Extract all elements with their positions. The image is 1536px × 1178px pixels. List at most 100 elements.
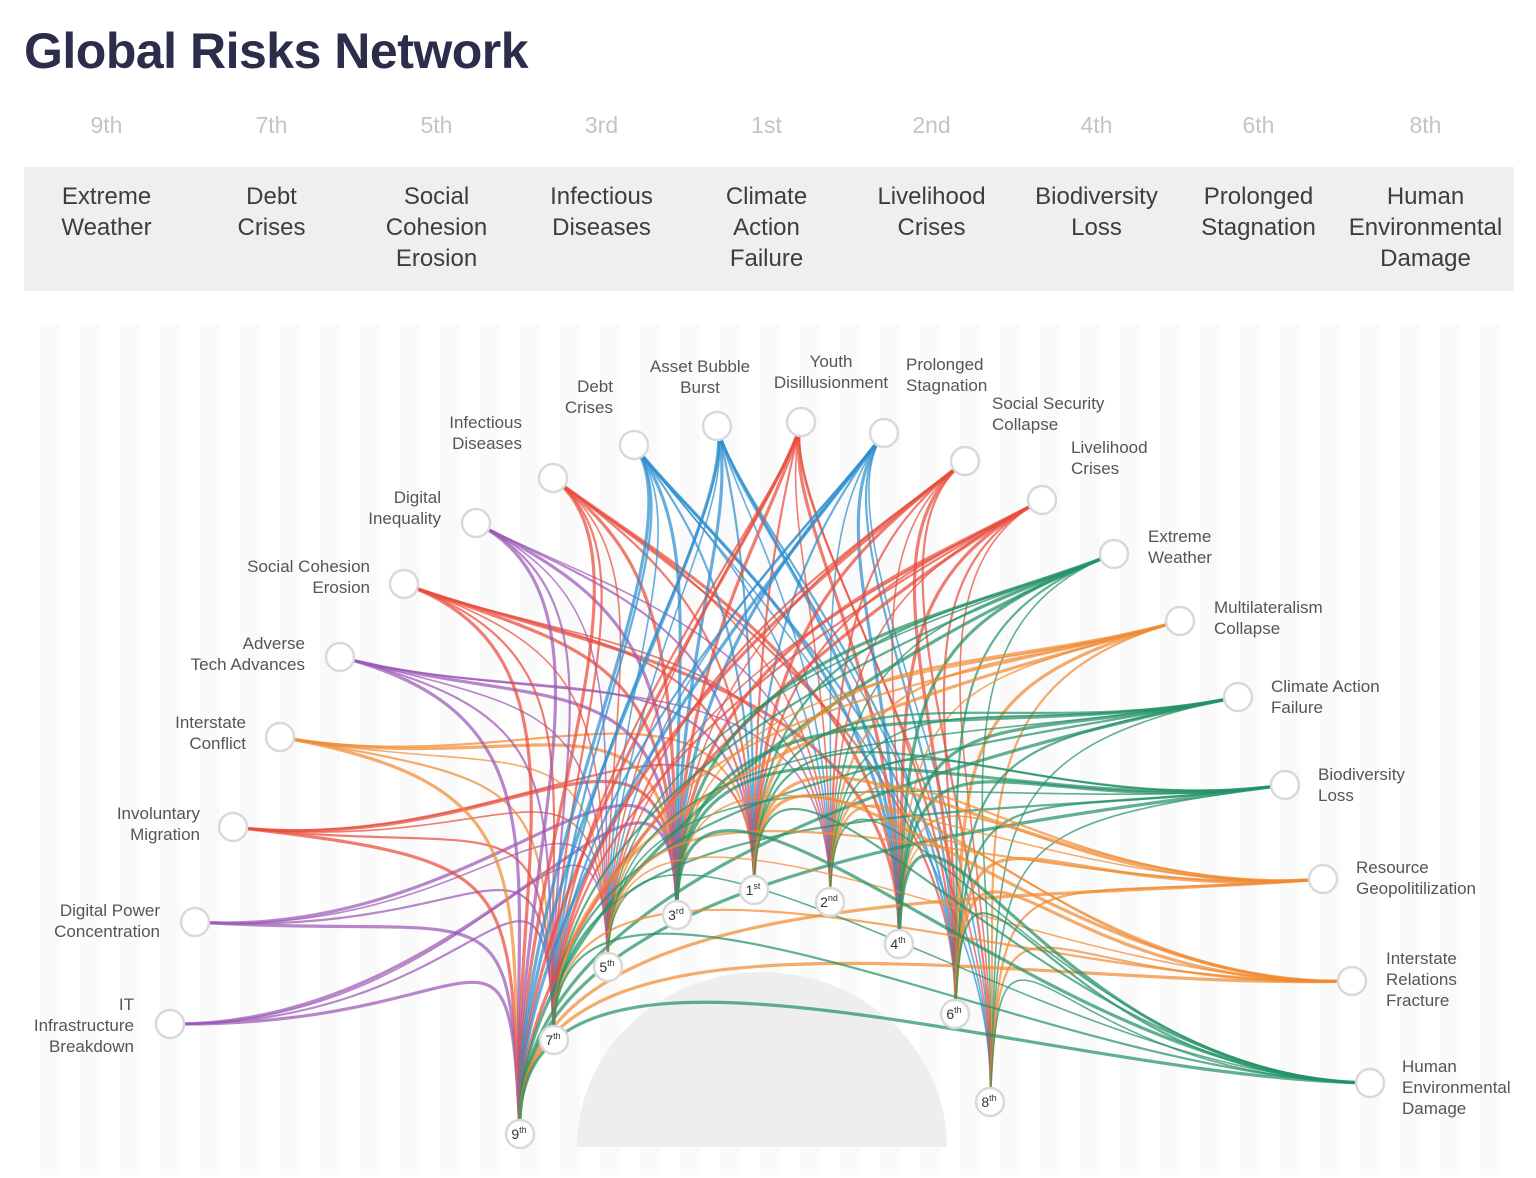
rank-label: 8th bbox=[1409, 112, 1442, 138]
risk-link bbox=[829, 432, 885, 903]
rank-label: 1st bbox=[751, 112, 782, 138]
risk-link bbox=[829, 553, 1115, 903]
risk-link bbox=[474, 521, 558, 1136]
top-risk-name: Prolonged Stagnation bbox=[1201, 183, 1316, 241]
background-stripe bbox=[1400, 325, 1420, 1175]
risk-link bbox=[897, 780, 1287, 946]
risk-link bbox=[953, 890, 1354, 1016]
risk-link bbox=[551, 476, 603, 1042]
outer-node-label: Resource Geopolitilization bbox=[1356, 858, 1476, 898]
top-risk-node bbox=[661, 899, 693, 931]
outer-node bbox=[1222, 681, 1254, 713]
outer-node-label: Adverse Tech Advances bbox=[191, 634, 305, 674]
rank-label: 6th bbox=[1242, 112, 1275, 138]
risk-link bbox=[716, 425, 992, 1103]
risk-link bbox=[752, 420, 803, 892]
outer-node bbox=[1336, 965, 1368, 997]
outer-node-label: Multilateralism Collapse bbox=[1214, 598, 1323, 638]
outer-node bbox=[949, 445, 981, 477]
risk-link bbox=[675, 765, 1287, 917]
top-risk-node bbox=[592, 951, 624, 983]
outer-node bbox=[154, 1008, 186, 1040]
outer-node-label: Asset Bubble Burst bbox=[650, 357, 750, 397]
risk-link bbox=[402, 582, 533, 1136]
risk-link bbox=[829, 499, 1043, 903]
background-stripe bbox=[40, 325, 60, 1175]
top-risk-node bbox=[883, 928, 915, 960]
outer-node-label: Involuntary Migration bbox=[117, 804, 201, 844]
risk-link bbox=[828, 785, 1325, 904]
outer-node bbox=[324, 641, 356, 673]
risk-link bbox=[716, 425, 831, 903]
risk-link bbox=[475, 522, 609, 968]
risk-link bbox=[897, 695, 1240, 946]
top-risk-node bbox=[939, 998, 971, 1030]
rank-label: 5th bbox=[420, 112, 453, 138]
background-stripe bbox=[1080, 325, 1100, 1175]
outer-node bbox=[179, 906, 211, 938]
risk-link bbox=[517, 476, 596, 1136]
risk-link bbox=[194, 842, 609, 968]
top-risk-node-label: 6th bbox=[946, 1005, 961, 1022]
outer-node bbox=[1164, 605, 1196, 637]
top-risk-node-label: 9th bbox=[511, 1125, 526, 1142]
risk-link bbox=[633, 444, 991, 1103]
background-stripe bbox=[80, 325, 100, 1175]
outer-node-label: Digital Inequality bbox=[368, 488, 441, 528]
risk-link bbox=[517, 443, 651, 1136]
outer-node-label: Human Environmental Damage bbox=[1402, 1057, 1511, 1118]
risk-link bbox=[898, 815, 1324, 945]
rank-label: 2nd bbox=[912, 112, 951, 138]
risk-link bbox=[168, 980, 522, 1136]
outer-node bbox=[1354, 1067, 1386, 1099]
risk-link bbox=[402, 582, 901, 946]
background-stripe bbox=[1000, 325, 1020, 1175]
background-stripe bbox=[120, 325, 140, 1175]
background-stripe bbox=[1240, 325, 1260, 1175]
background-stripe bbox=[1480, 325, 1500, 1175]
outer-node-label: Social Cohesion Erosion bbox=[247, 557, 370, 597]
risk-link bbox=[752, 459, 967, 892]
background-stripe bbox=[1440, 325, 1460, 1175]
top-risk-node-label: 1st bbox=[746, 881, 761, 898]
risk-link bbox=[715, 424, 756, 892]
outer-node bbox=[868, 417, 900, 449]
outer-node bbox=[388, 568, 420, 600]
risk-link bbox=[988, 877, 1325, 1104]
risk-link bbox=[898, 838, 1353, 982]
risk-link bbox=[752, 498, 1044, 892]
outer-node-label: Climate Action Failure bbox=[1271, 677, 1380, 717]
top-risk-node-label: 8th bbox=[981, 1093, 996, 1110]
background-stripe bbox=[280, 325, 300, 1175]
top-risk-node bbox=[814, 886, 846, 918]
risk-link bbox=[829, 758, 1286, 903]
background-stripe bbox=[440, 325, 460, 1175]
risk-link bbox=[552, 932, 1372, 1085]
outer-node-label: Infectious Diseases bbox=[449, 413, 522, 453]
background-stripe bbox=[920, 325, 940, 1175]
top-risk-name: Infectious Diseases bbox=[550, 183, 653, 241]
risk-link bbox=[953, 783, 1287, 1016]
top-risk-name: Human Environmental Damage bbox=[1348, 183, 1503, 272]
top-risks-banner: Extreme Weather Debt Crises Social Cohes… bbox=[24, 167, 1514, 291]
top-risk-name: Biodiversity Loss bbox=[1035, 183, 1158, 241]
top-risk-node bbox=[538, 1024, 570, 1056]
risk-link bbox=[921, 459, 992, 1104]
risk-link bbox=[632, 443, 756, 892]
background-stripe bbox=[1280, 325, 1300, 1175]
top-risk-name: Livelihood Crises bbox=[877, 183, 986, 241]
rank-label: 7th bbox=[255, 112, 288, 138]
background-stripe bbox=[1320, 325, 1340, 1175]
rank-label: 4th bbox=[1080, 112, 1113, 138]
top-risk-node bbox=[504, 1118, 536, 1150]
risk-link bbox=[193, 803, 679, 925]
network-links bbox=[168, 420, 1372, 1136]
top-risk-name: Climate Action Failure bbox=[725, 183, 808, 272]
top-risk-node bbox=[738, 874, 770, 906]
risk-link bbox=[794, 421, 831, 903]
risk-link bbox=[829, 696, 1239, 903]
outer-node-label: Interstate Conflict bbox=[175, 713, 246, 753]
risk-link bbox=[552, 695, 1240, 1042]
outer-node bbox=[460, 507, 492, 539]
